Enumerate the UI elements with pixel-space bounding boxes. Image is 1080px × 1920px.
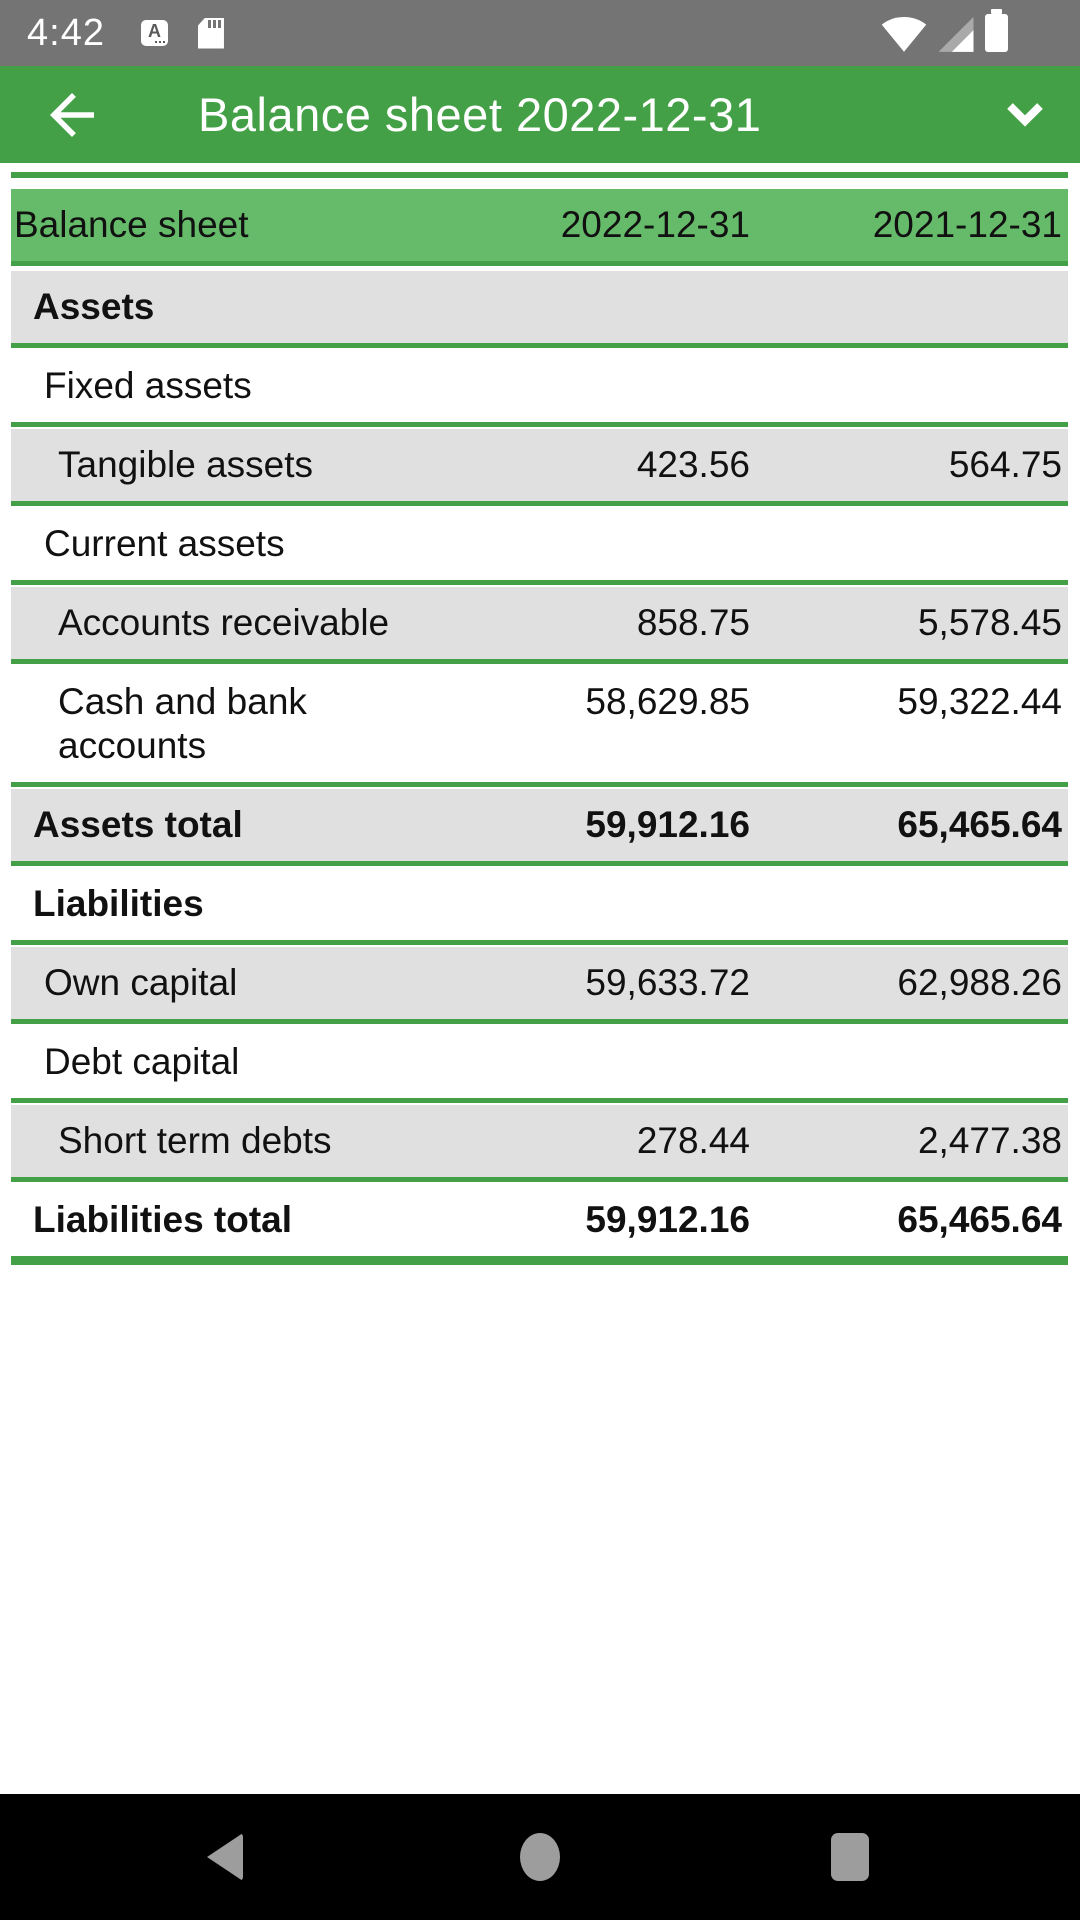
row-value-previous: 5,578.45 — [917, 602, 1062, 643]
row-value-current — [468, 271, 750, 299]
table-row: Fixed assets — [11, 350, 1068, 427]
row-value-previous: 65,465.64 — [897, 804, 1062, 845]
row-value-current: 278.44 — [636, 1120, 750, 1161]
table-row: Assets total 59,912.16 65,465.64 — [11, 789, 1068, 866]
status-bar[interactable]: 4:42 A — [0, 0, 1080, 66]
table-row: Own capital 59,633.72 62,988.26 — [11, 947, 1068, 1024]
sd-card-icon — [197, 17, 224, 49]
status-time: 4:42 — [27, 12, 105, 54]
letter-a-icon: A — [140, 20, 168, 46]
row-label: Assets — [33, 286, 155, 327]
table-row: Debt capital — [11, 1026, 1068, 1103]
wifi-icon — [881, 16, 927, 52]
row-value-current: 423.56 — [636, 444, 750, 485]
status-right-icons — [881, 9, 1008, 52]
table-row: Liabilities — [11, 868, 1068, 945]
row-value-previous — [750, 350, 1068, 378]
row-label: Current assets — [44, 523, 285, 564]
back-button[interactable] — [30, 66, 114, 163]
nav-recents-button[interactable] — [780, 1794, 920, 1920]
table-header-row: Balance sheet 2022-12-31 2021-12-31 — [11, 189, 1068, 266]
row-label: Tangible assets — [58, 444, 314, 485]
row-label: Short term debts — [58, 1120, 332, 1161]
table-row: Accounts receivable 858.75 5,578.45 — [11, 587, 1068, 664]
report-scroll-area[interactable]: Balance sheet 2022-12-31 2021-12-31 Asse… — [0, 163, 1080, 1794]
row-value-current: 59,912.16 — [585, 1199, 750, 1240]
row-label: Liabilities total — [33, 1199, 293, 1240]
balance-sheet-table: Balance sheet 2022-12-31 2021-12-31 Asse… — [11, 172, 1068, 1265]
table-rows: Assets Fixed assets Tangible assets 423.56 5… — [11, 271, 1068, 1265]
header-date-current: 2022-12-31 — [560, 204, 750, 245]
row-value-previous: 564.75 — [948, 444, 1062, 485]
table-row: Cash and bank accounts 58,629.85 59,322.44 — [11, 666, 1068, 787]
row-value-previous — [750, 868, 1068, 896]
nav-back-button[interactable] — [155, 1794, 295, 1920]
row-value-previous: 65,465.64 — [897, 1199, 1062, 1240]
row-label: Accounts receivable — [58, 602, 390, 643]
battery-icon — [985, 9, 1008, 52]
app-bar: Balance sheet 2022-12-31 — [0, 66, 1080, 163]
cell-signal-icon — [938, 16, 974, 52]
row-value-previous: 2,477.38 — [917, 1120, 1062, 1161]
table-top-border — [11, 172, 1068, 178]
page-title: Balance sheet 2022-12-31 — [198, 88, 762, 141]
header-date-previous: 2021-12-31 — [872, 204, 1062, 245]
row-value-current: 58,629.85 — [585, 681, 750, 722]
row-value-current: 59,912.16 — [585, 804, 750, 845]
row-value-current — [468, 868, 750, 896]
row-value-previous — [750, 271, 1068, 299]
row-value-previous: 59,322.44 — [897, 681, 1062, 722]
row-label: Cash and bank accounts — [58, 681, 307, 766]
row-value-current: 858.75 — [636, 602, 750, 643]
navigation-bar — [0, 1794, 1080, 1920]
row-label: Liabilities — [33, 883, 204, 924]
row-label: Debt capital — [44, 1041, 240, 1082]
row-value-previous: 62,988.26 — [897, 962, 1062, 1003]
header-label: Balance sheet — [14, 204, 249, 245]
table-row: Current assets — [11, 508, 1068, 585]
chevron-down-icon — [1007, 102, 1043, 127]
table-row: Liabilities total 59,912.16 65,465.64 — [11, 1184, 1068, 1265]
table-row: Assets — [11, 271, 1068, 348]
recents-square-icon — [831, 1833, 869, 1881]
row-value-previous — [750, 508, 1068, 536]
row-value-current — [468, 350, 750, 378]
back-arrow-icon — [50, 92, 94, 137]
back-triangle-icon — [207, 1833, 243, 1881]
row-value-previous — [750, 1026, 1068, 1054]
table-row: Tangible assets 423.56 564.75 — [11, 429, 1068, 506]
home-circle-icon — [520, 1833, 560, 1881]
table-row: Short term debts 278.44 2,477.38 — [11, 1105, 1068, 1182]
report-dropdown-button[interactable] — [992, 66, 1058, 163]
row-label: Assets total — [33, 804, 243, 845]
nav-home-button[interactable] — [470, 1794, 610, 1920]
row-value-current: 59,633.72 — [585, 962, 750, 1003]
row-value-current — [468, 508, 750, 536]
row-value-current — [468, 1026, 750, 1054]
row-label: Fixed assets — [44, 365, 252, 406]
row-label: Own capital — [44, 962, 238, 1003]
